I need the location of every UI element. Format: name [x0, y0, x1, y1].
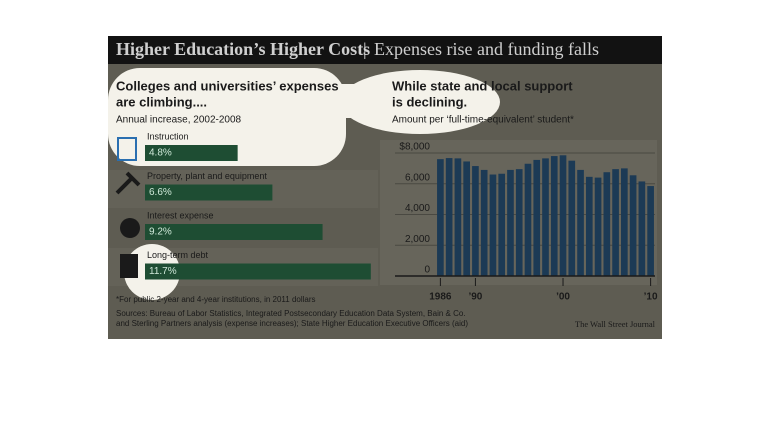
- bar: [559, 155, 567, 276]
- sources: Sources: Bureau of Labor Statistics, Int…: [116, 309, 466, 318]
- chart-subtitle: Annual increase, 2002-2008: [116, 115, 242, 126]
- category-label: Long-term debt: [147, 250, 209, 260]
- bar: [542, 158, 549, 276]
- category-label: Instruction: [147, 131, 189, 141]
- y-tick-label: 2,000: [405, 234, 430, 245]
- bar: [472, 166, 479, 276]
- bar: [437, 159, 444, 276]
- bar: [638, 181, 646, 276]
- icon-debt: [120, 254, 138, 278]
- bar: [145, 224, 323, 240]
- credit: The Wall Street Journal: [575, 319, 656, 329]
- icon-interest: [120, 218, 140, 238]
- bar: [463, 161, 470, 276]
- y-tick-label: $8,000: [399, 142, 430, 153]
- bar: [145, 263, 371, 280]
- chart-title: Colleges and universities’ expenses: [116, 78, 339, 93]
- x-tick-label: ’10: [644, 292, 658, 303]
- bar: [145, 184, 273, 201]
- value-label: 4.8%: [149, 148, 172, 159]
- value-label: 9.2%: [149, 227, 172, 238]
- bar: [480, 169, 488, 276]
- chart-title: While state and local support: [392, 78, 573, 93]
- y-tick-label: 6,000: [405, 172, 430, 183]
- bar: [489, 174, 497, 276]
- value-label: 11.7%: [149, 266, 177, 277]
- bar: [585, 176, 593, 276]
- bar: [533, 159, 541, 276]
- x-tick-label: ’90: [468, 292, 482, 303]
- highlight-blob: [108, 68, 346, 166]
- y-tick-label: 0: [424, 265, 430, 276]
- bar: [445, 158, 453, 276]
- bar: [594, 177, 602, 276]
- bar: [454, 158, 462, 276]
- bar: [603, 172, 611, 276]
- bar: [577, 169, 584, 276]
- icon-instruction: [117, 137, 137, 161]
- chart-title: is declining.: [392, 94, 467, 109]
- bar: [524, 163, 532, 276]
- icon-property: [115, 171, 141, 195]
- header-separator: |: [363, 39, 367, 59]
- value-label: 6.6%: [149, 187, 172, 198]
- chart-subtitle: Amount per ‘full-time-equivalent’ studen…: [392, 115, 574, 126]
- header-bar: [108, 36, 662, 64]
- bar: [507, 169, 514, 276]
- bar: [550, 156, 558, 276]
- bar: [568, 160, 576, 276]
- chart-title: are climbing....: [116, 94, 207, 109]
- bar: [621, 168, 628, 276]
- category-label: Interest expense: [147, 210, 214, 220]
- bar: [145, 145, 238, 161]
- bar: [647, 186, 654, 276]
- sources: and Sterling Partners analysis (expense …: [116, 319, 468, 328]
- x-tick-label: 1986: [429, 292, 452, 303]
- footnote: *For public 2-year and 4-year institutio…: [116, 295, 316, 304]
- x-tick-label: ’00: [556, 292, 570, 303]
- header-title: Higher Education’s Higher Costs: [116, 39, 370, 59]
- icons: [115, 137, 141, 278]
- category-label: Property, plant and equipment: [147, 171, 267, 181]
- bar: [498, 173, 506, 276]
- highlight-blob: [340, 70, 500, 134]
- y-tick-label: 4,000: [405, 203, 430, 214]
- header-subtitle: Expenses rise and funding falls: [374, 39, 599, 59]
- bar: [612, 169, 619, 276]
- bar: [515, 169, 523, 276]
- bar: [629, 175, 637, 276]
